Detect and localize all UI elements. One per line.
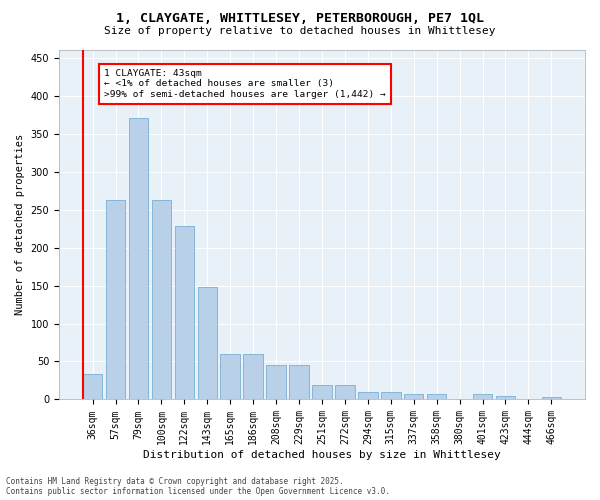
Bar xyxy=(175,226,194,400)
Bar xyxy=(473,394,492,400)
X-axis label: Distribution of detached houses by size in Whittlesey: Distribution of detached houses by size … xyxy=(143,450,501,460)
Text: Contains HM Land Registry data © Crown copyright and database right 2025.
Contai: Contains HM Land Registry data © Crown c… xyxy=(6,476,390,496)
Bar xyxy=(197,287,217,400)
Text: 1 CLAYGATE: 43sqm
← <1% of detached houses are smaller (3)
>99% of semi-detached: 1 CLAYGATE: 43sqm ← <1% of detached hous… xyxy=(104,69,386,99)
Text: Size of property relative to detached houses in Whittlesey: Size of property relative to detached ho… xyxy=(104,26,496,36)
Bar xyxy=(335,385,355,400)
Bar xyxy=(244,354,263,400)
Bar xyxy=(496,396,515,400)
Bar xyxy=(542,397,561,400)
Bar xyxy=(220,354,240,400)
Bar xyxy=(381,392,401,400)
Y-axis label: Number of detached properties: Number of detached properties xyxy=(15,134,25,316)
Bar xyxy=(404,394,424,400)
Bar xyxy=(106,200,125,400)
Bar xyxy=(312,385,332,400)
Bar xyxy=(358,392,377,400)
Bar xyxy=(83,374,103,400)
Bar xyxy=(152,200,171,400)
Bar xyxy=(289,366,309,400)
Bar xyxy=(128,118,148,400)
Text: 1, CLAYGATE, WHITTLESEY, PETERBOROUGH, PE7 1QL: 1, CLAYGATE, WHITTLESEY, PETERBOROUGH, P… xyxy=(116,12,484,26)
Bar xyxy=(427,394,446,400)
Bar xyxy=(266,366,286,400)
